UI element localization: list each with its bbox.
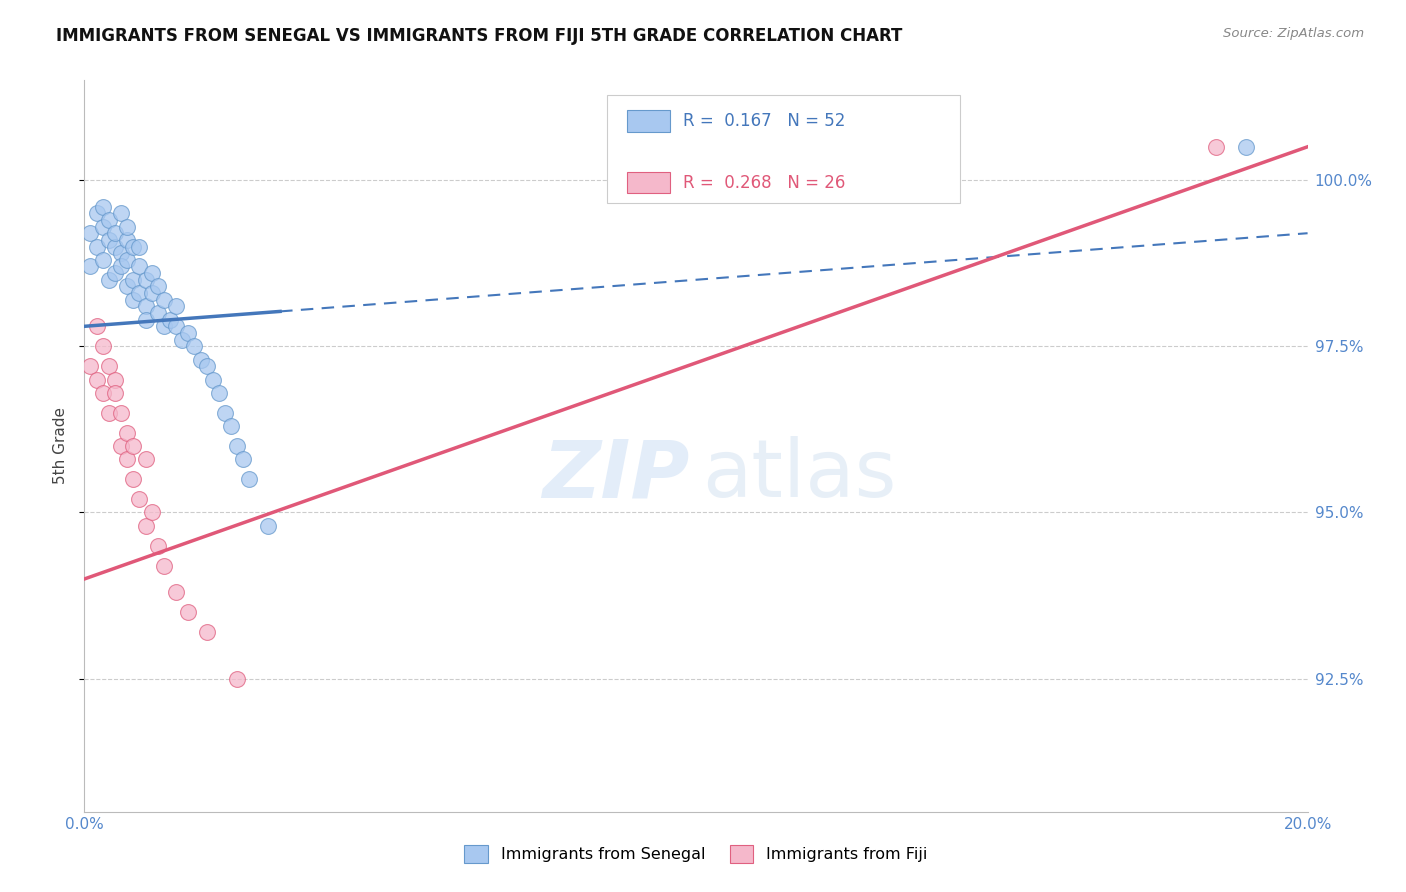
Text: R =  0.167   N = 52: R = 0.167 N = 52 bbox=[683, 112, 845, 130]
Point bbox=[1236, 140, 1258, 154]
Point bbox=[122, 239, 145, 253]
Point bbox=[146, 306, 169, 320]
Point bbox=[165, 299, 187, 313]
Point bbox=[97, 273, 120, 287]
Point bbox=[122, 439, 145, 453]
Point bbox=[91, 339, 114, 353]
Text: IMMIGRANTS FROM SENEGAL VS IMMIGRANTS FROM FIJI 5TH GRADE CORRELATION CHART: IMMIGRANTS FROM SENEGAL VS IMMIGRANTS FR… bbox=[56, 27, 903, 45]
Point bbox=[104, 385, 127, 400]
Point bbox=[115, 219, 138, 234]
Legend: Immigrants from Senegal, Immigrants from Fiji: Immigrants from Senegal, Immigrants from… bbox=[458, 838, 934, 870]
Point bbox=[190, 352, 212, 367]
Point bbox=[79, 359, 101, 374]
Point bbox=[128, 492, 150, 507]
Point bbox=[86, 319, 108, 334]
Point bbox=[104, 239, 127, 253]
Point bbox=[97, 406, 120, 420]
Point bbox=[104, 266, 127, 280]
Point bbox=[195, 359, 218, 374]
Point bbox=[115, 279, 138, 293]
Point bbox=[110, 206, 132, 220]
Point bbox=[146, 539, 169, 553]
Point bbox=[79, 260, 101, 274]
Point bbox=[214, 406, 236, 420]
Point bbox=[226, 672, 249, 686]
Point bbox=[195, 625, 218, 640]
Point bbox=[208, 385, 231, 400]
Point bbox=[135, 299, 157, 313]
Point bbox=[91, 252, 114, 267]
Text: Source: ZipAtlas.com: Source: ZipAtlas.com bbox=[1223, 27, 1364, 40]
Point bbox=[141, 286, 163, 301]
Point bbox=[153, 293, 176, 307]
Point bbox=[86, 206, 108, 220]
Point bbox=[91, 219, 114, 234]
Point bbox=[226, 439, 249, 453]
Point bbox=[153, 319, 176, 334]
Text: atlas: atlas bbox=[702, 436, 897, 515]
Point bbox=[177, 326, 200, 340]
Point bbox=[79, 226, 101, 240]
Point bbox=[91, 200, 114, 214]
Point bbox=[115, 233, 138, 247]
Point bbox=[201, 372, 224, 386]
Point bbox=[135, 312, 157, 326]
Point bbox=[110, 406, 132, 420]
Point bbox=[1205, 140, 1227, 154]
Point bbox=[97, 213, 120, 227]
Point bbox=[110, 260, 132, 274]
Y-axis label: 5th Grade: 5th Grade bbox=[53, 408, 69, 484]
Point bbox=[159, 312, 181, 326]
Point bbox=[104, 226, 127, 240]
Point bbox=[177, 605, 200, 619]
Point bbox=[104, 372, 127, 386]
Point bbox=[172, 333, 194, 347]
Point bbox=[86, 239, 108, 253]
Point bbox=[86, 372, 108, 386]
Point bbox=[97, 233, 120, 247]
Point bbox=[115, 425, 138, 440]
Point bbox=[153, 558, 176, 573]
Point bbox=[110, 246, 132, 260]
Point bbox=[115, 452, 138, 467]
Point bbox=[135, 273, 157, 287]
Point bbox=[165, 585, 187, 599]
Point bbox=[128, 286, 150, 301]
Point bbox=[135, 518, 157, 533]
Point bbox=[122, 293, 145, 307]
Text: R =  0.268   N = 26: R = 0.268 N = 26 bbox=[683, 174, 845, 192]
Point bbox=[219, 419, 242, 434]
Point bbox=[257, 518, 280, 533]
Text: ZIP: ZIP bbox=[543, 436, 690, 515]
Point bbox=[97, 359, 120, 374]
Point bbox=[115, 252, 138, 267]
Point bbox=[122, 472, 145, 486]
Point bbox=[165, 319, 187, 334]
Point bbox=[128, 260, 150, 274]
Point bbox=[128, 239, 150, 253]
Point bbox=[141, 266, 163, 280]
Point bbox=[232, 452, 254, 467]
Point bbox=[141, 506, 163, 520]
Point bbox=[146, 279, 169, 293]
Point bbox=[91, 385, 114, 400]
Point bbox=[110, 439, 132, 453]
Point bbox=[135, 452, 157, 467]
Point bbox=[122, 273, 145, 287]
Point bbox=[238, 472, 260, 486]
Point bbox=[183, 339, 205, 353]
